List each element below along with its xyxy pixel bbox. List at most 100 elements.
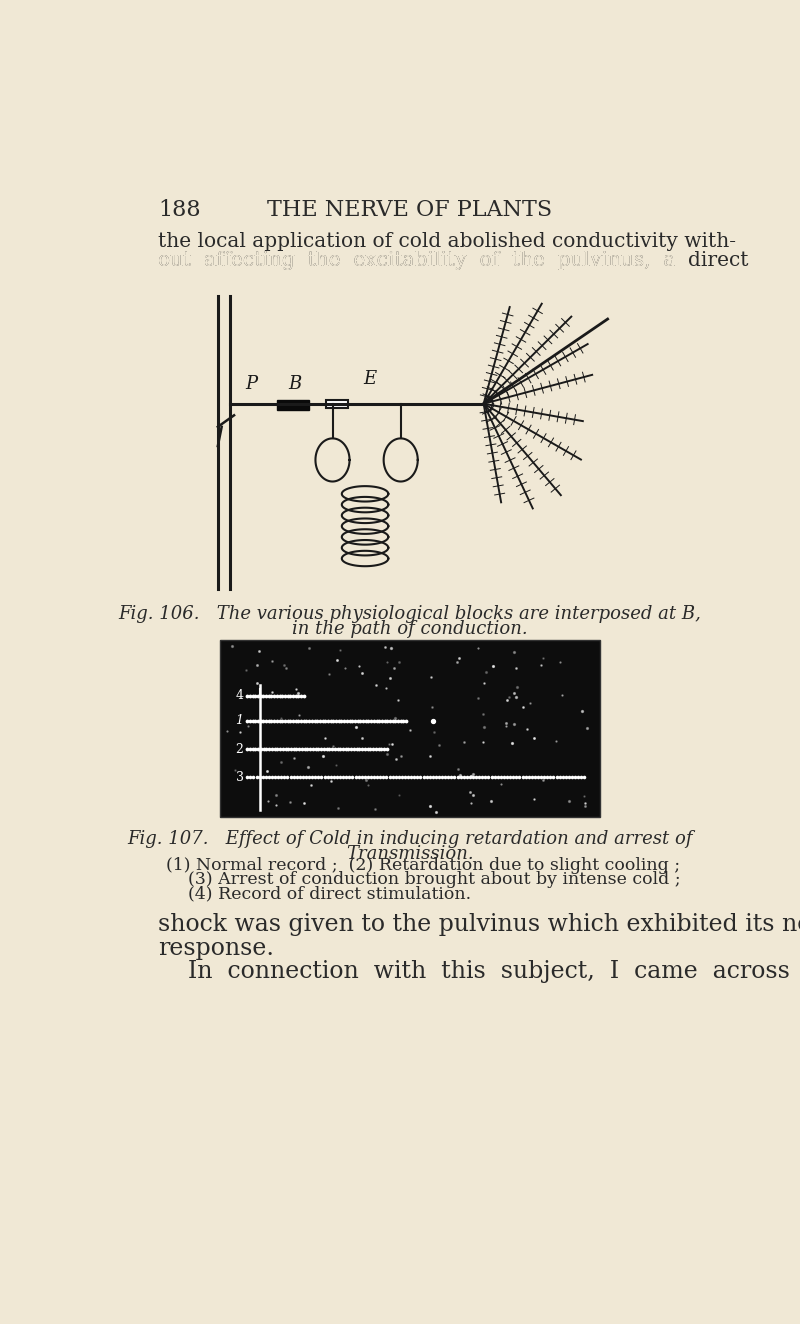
Point <box>298 685 310 706</box>
Point <box>378 637 391 658</box>
Point <box>352 655 365 677</box>
Point <box>566 767 578 788</box>
Point <box>306 739 319 760</box>
Point <box>519 767 532 788</box>
Point <box>369 798 382 820</box>
Point <box>381 711 394 732</box>
Point <box>359 769 372 790</box>
Point <box>283 792 296 813</box>
Point <box>391 690 404 711</box>
Point <box>254 711 267 732</box>
Point <box>402 767 414 788</box>
Point <box>290 739 303 760</box>
Point <box>259 767 272 788</box>
Point <box>350 716 362 737</box>
Point <box>251 673 264 694</box>
Point <box>250 767 263 788</box>
Point <box>562 790 575 812</box>
Point <box>482 767 495 788</box>
Point <box>249 711 262 732</box>
Point <box>405 767 418 788</box>
Point <box>290 711 302 732</box>
Point <box>479 767 492 788</box>
Point <box>301 739 314 760</box>
Text: P: P <box>245 375 257 393</box>
Point <box>372 739 385 760</box>
Point <box>466 767 479 788</box>
Point <box>278 711 291 732</box>
Point <box>385 733 398 755</box>
Point <box>298 711 310 732</box>
Point <box>400 711 413 732</box>
Point <box>556 767 569 788</box>
Point <box>428 722 441 743</box>
Point <box>326 739 338 760</box>
Point <box>302 756 315 777</box>
Point <box>302 711 315 732</box>
Point <box>451 767 464 788</box>
Point <box>393 785 406 806</box>
Point <box>339 657 352 678</box>
Point <box>300 767 313 788</box>
Point <box>365 711 378 732</box>
Point <box>382 733 395 755</box>
Point <box>375 711 388 732</box>
Point <box>388 707 401 728</box>
Bar <box>277 400 310 410</box>
Point <box>312 739 325 760</box>
Point <box>293 704 306 726</box>
Point <box>258 739 270 760</box>
Point <box>262 685 275 706</box>
Point <box>327 767 340 788</box>
Point <box>243 739 256 760</box>
Point <box>466 764 479 785</box>
Text: 3: 3 <box>236 771 244 784</box>
Point <box>386 711 399 732</box>
Point <box>367 711 380 732</box>
Point <box>500 712 513 733</box>
Point <box>346 711 358 732</box>
Point <box>276 711 289 732</box>
Point <box>345 739 358 760</box>
Point <box>286 711 299 732</box>
Point <box>337 767 350 788</box>
Point <box>302 767 315 788</box>
Point <box>458 767 470 788</box>
Point <box>317 745 330 767</box>
Point <box>426 696 438 718</box>
Point <box>426 767 439 788</box>
Point <box>226 636 239 657</box>
Point <box>280 658 293 679</box>
Point <box>513 767 526 788</box>
Point <box>578 785 590 806</box>
Point <box>330 755 342 776</box>
Point <box>249 739 262 760</box>
Point <box>429 801 442 822</box>
Point <box>323 739 336 760</box>
Point <box>334 739 346 760</box>
Point <box>547 767 560 788</box>
Point <box>349 767 362 788</box>
Text: out  affecting  the  excitability  of  the  pulvinus,  a: out affecting the excitability of the pu… <box>158 250 688 270</box>
Point <box>374 767 386 788</box>
Point <box>480 661 493 682</box>
Point <box>488 767 501 788</box>
Point <box>353 739 366 760</box>
Point <box>253 641 266 662</box>
Point <box>507 767 520 788</box>
Point <box>393 767 406 788</box>
Point <box>555 685 568 706</box>
Text: Fig. 107.   Effect of Cold in inducing retardation and arrest of: Fig. 107. Effect of Cold in inducing ret… <box>127 830 693 849</box>
Point <box>287 739 300 760</box>
Point <box>522 767 535 788</box>
Point <box>268 711 281 732</box>
Point <box>314 739 327 760</box>
Point <box>346 767 359 788</box>
Point <box>343 767 356 788</box>
Point <box>425 667 438 688</box>
Point <box>404 719 417 740</box>
Point <box>394 745 407 767</box>
Point <box>286 685 299 706</box>
Point <box>423 767 436 788</box>
Point <box>300 711 313 732</box>
